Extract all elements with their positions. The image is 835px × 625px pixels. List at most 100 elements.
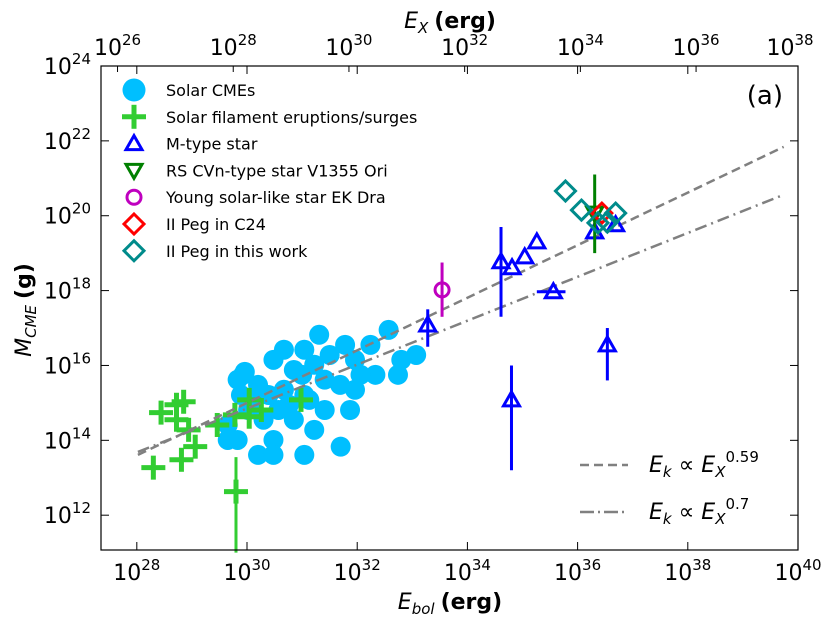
top-x-tick-label: 1030 xyxy=(325,31,372,61)
legend-marker xyxy=(123,132,145,152)
data-point xyxy=(222,402,247,427)
data-point xyxy=(263,429,284,450)
data-point xyxy=(169,447,194,472)
legend-marker xyxy=(122,104,146,129)
top-x-tick-label: 1038 xyxy=(766,31,813,61)
data-point xyxy=(378,319,399,340)
data-point xyxy=(514,245,536,265)
data-point xyxy=(585,210,611,235)
y-axis-title: MCME(g) xyxy=(12,263,40,357)
data-point xyxy=(217,429,238,450)
data-point xyxy=(263,444,284,465)
data-point xyxy=(605,213,627,233)
y-tick-label: 1022 xyxy=(44,125,91,155)
legend-entry: II Peg in C24 xyxy=(121,211,266,237)
data-point xyxy=(569,197,594,223)
legend-label: RS CVn-type star V1355 Ori xyxy=(166,161,388,180)
legend-marker xyxy=(122,78,146,102)
legend-entry: II Peg in this work xyxy=(121,238,308,263)
x-tick-label: 1034 xyxy=(444,556,491,586)
panel-label: (a) xyxy=(747,81,783,111)
legend: Solar CMEs Solar filament eruptions/surge… xyxy=(121,78,417,263)
data-point xyxy=(223,479,248,504)
x-tick-label: 1028 xyxy=(113,556,160,586)
plot-area xyxy=(137,145,785,553)
data-point xyxy=(164,407,189,432)
data-point xyxy=(391,349,412,370)
y-tick-label: 1012 xyxy=(44,499,91,529)
y-tick-label: 1018 xyxy=(44,275,91,305)
legend-entry: Solar filament eruptions/surges xyxy=(122,104,417,129)
legend-label: Young solar-like star EK Dra xyxy=(165,188,386,207)
data-point xyxy=(149,400,174,425)
data-point xyxy=(526,230,548,250)
y-tick-label: 1020 xyxy=(44,200,91,230)
data-point xyxy=(294,339,315,360)
y-tick-label: 1014 xyxy=(44,424,91,454)
legend-label: II Peg in C24 xyxy=(166,215,266,234)
legend-label: M-type star xyxy=(166,135,258,154)
data-point xyxy=(350,364,371,385)
legend-entry: Solar CMEs xyxy=(122,78,255,102)
data-point xyxy=(309,324,330,345)
data-point xyxy=(335,334,356,355)
data-point xyxy=(304,419,325,440)
data-point xyxy=(553,178,578,204)
data-point xyxy=(340,400,361,421)
data-point xyxy=(433,281,451,299)
data-point xyxy=(387,364,408,385)
fit-legend-entry: Ek ∝ EX0.59 xyxy=(580,448,759,481)
top-x-tick-label: 1026 xyxy=(94,31,141,61)
fit-legend-label: Ek ∝ EX0.7 xyxy=(649,495,749,528)
legend-marker xyxy=(121,238,147,263)
data-point xyxy=(171,389,196,414)
data-point xyxy=(542,280,564,300)
x-axis-title: Ebol (erg) xyxy=(398,590,502,618)
data-point xyxy=(500,388,523,408)
fit-line xyxy=(137,145,785,457)
data-point xyxy=(294,444,315,465)
data-point xyxy=(596,333,618,353)
top-x-axis-title: EX (erg) xyxy=(404,9,496,37)
top-x-tick-label: 1032 xyxy=(441,31,488,61)
legend-label: Solar filament eruptions/surges xyxy=(166,108,417,127)
top-x-tick-label: 1034 xyxy=(557,31,604,61)
data-point xyxy=(330,436,351,457)
data-point xyxy=(183,434,208,459)
legend-label: Solar CMEs xyxy=(166,81,255,100)
fit-legend-entry: Ek ∝ EX0.7 xyxy=(580,495,749,528)
x-tick-label: 1030 xyxy=(223,556,270,586)
data-point xyxy=(273,339,294,360)
data-point xyxy=(417,314,439,333)
legend-marker xyxy=(121,211,147,237)
x-tick-label: 1032 xyxy=(334,556,381,586)
fit-line xyxy=(137,193,785,454)
y-tick-label: 1016 xyxy=(44,349,91,379)
legend-entry: RS CVn-type star V1355 Ori xyxy=(123,161,388,182)
fit-legend-label: Ek ∝ EX0.59 xyxy=(649,448,759,481)
x-tick-label: 1040 xyxy=(774,556,821,586)
data-point xyxy=(595,209,620,235)
x-tick-label: 1036 xyxy=(554,556,601,586)
legend-entry: M-type star xyxy=(123,132,258,154)
data-point xyxy=(249,398,274,423)
top-x-tick-label: 1036 xyxy=(673,31,720,61)
data-point xyxy=(248,444,269,465)
data-point xyxy=(289,387,314,412)
legend-label: II Peg in this work xyxy=(166,242,308,261)
x-tick-label: 1038 xyxy=(664,556,711,586)
data-point xyxy=(314,400,335,421)
axis-ticks: 1028 1030 1032 1034 1036 1038 1040 1026 1028 1030… xyxy=(44,31,822,586)
top-x-tick-label: 1028 xyxy=(210,31,257,61)
y-tick-label: 1024 xyxy=(44,50,91,80)
data-point xyxy=(365,364,386,385)
legend-marker xyxy=(125,188,143,206)
data-point xyxy=(314,369,335,390)
data-point xyxy=(304,354,325,375)
data-point xyxy=(490,250,512,270)
data-point xyxy=(501,256,523,276)
axes-frame xyxy=(100,65,799,551)
fit-legend: Ek ∝ EX0.59 Ek ∝ EX0.7 xyxy=(580,448,759,528)
legend-entry: Young solar-like star EK Dra xyxy=(125,188,386,207)
